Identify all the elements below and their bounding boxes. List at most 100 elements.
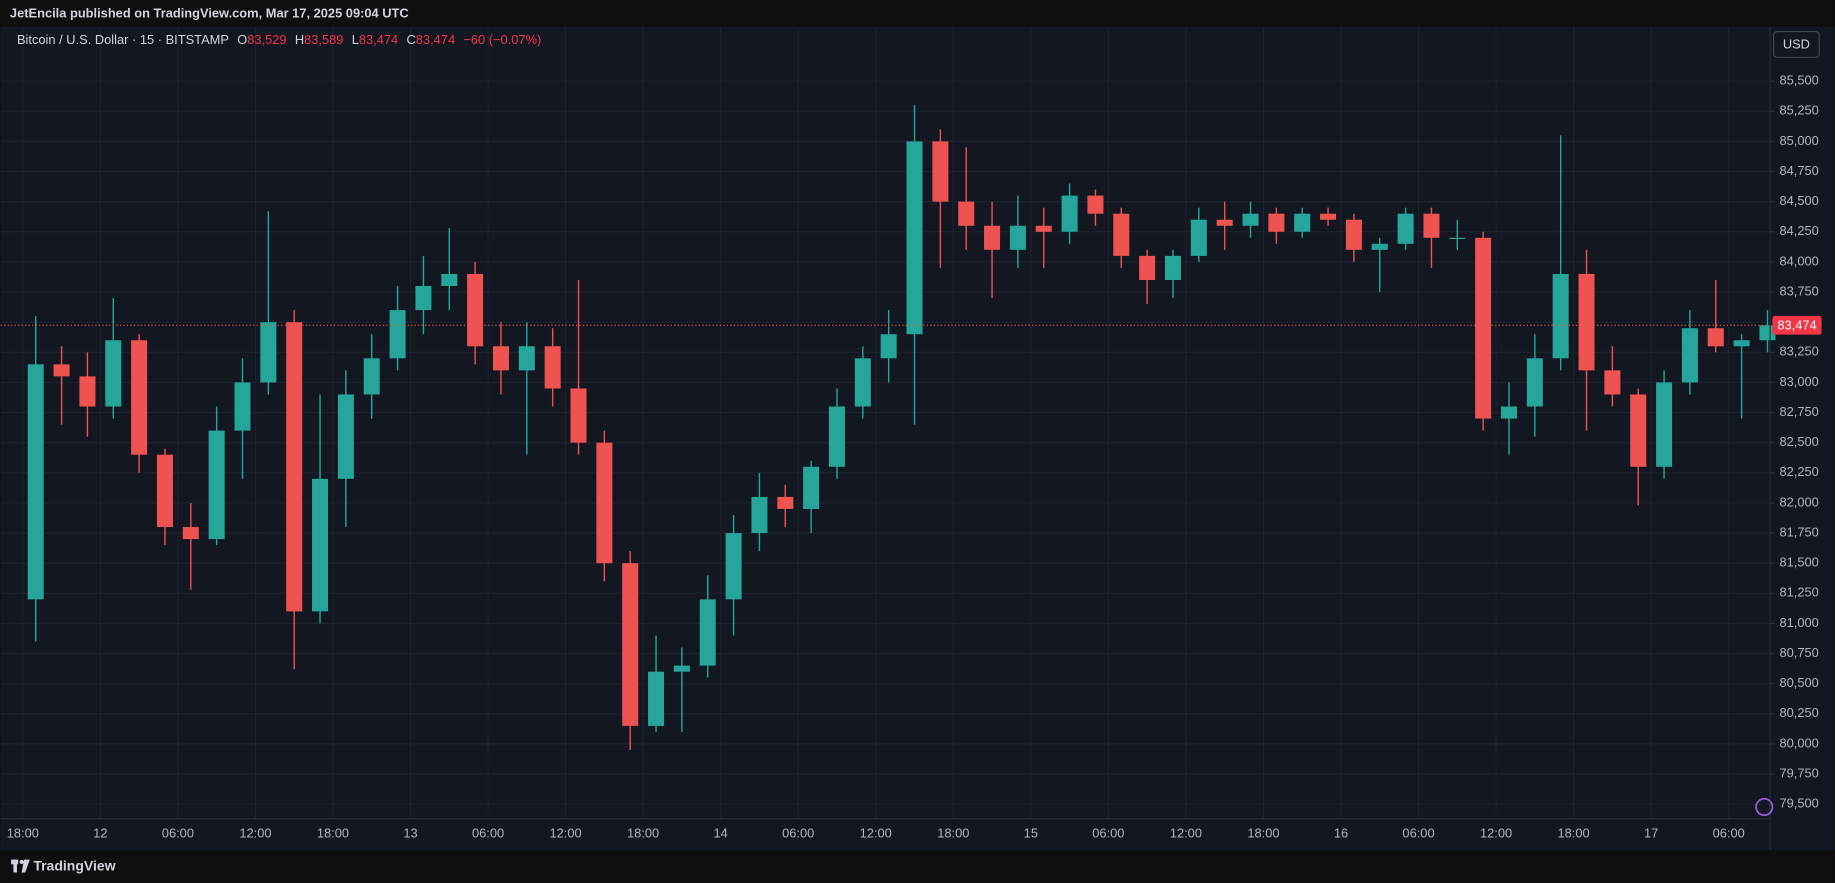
- axes: 79,500 79,750 80,000 80,250 80,500 80,750 81,0…: [7, 73, 1822, 840]
- candle-body: [208, 430, 225, 540]
- logo-part: [19, 859, 24, 865]
- assistant-icon[interactable]: [1755, 797, 1774, 817]
- change: −60 (−0.07%): [463, 32, 541, 47]
- symbol: Bitcoin / U.S. Dollar · 15 · BITSTAMP: [17, 32, 229, 47]
- y-tick-label: 82,500: [1779, 434, 1818, 449]
- candle-body: [570, 388, 587, 443]
- candle-body: [622, 563, 639, 726]
- y-tick-label: 79,750: [1779, 765, 1818, 780]
- candle-body: [363, 358, 380, 395]
- x-tick-label: 18:00: [1558, 825, 1590, 840]
- candle-body: [1578, 273, 1595, 371]
- y-tick-label: 80,250: [1779, 705, 1818, 720]
- candle-body: [467, 273, 484, 347]
- candle-body: [828, 406, 845, 467]
- x-tick-label: 06:00: [472, 825, 504, 840]
- candle-body: [725, 533, 742, 600]
- y-tick-label: 84,000: [1779, 253, 1818, 268]
- open: 83,529: [247, 32, 286, 47]
- candle-body: [699, 599, 716, 666]
- x-tick-label: 12:00: [860, 825, 892, 840]
- candle-body: [880, 334, 897, 359]
- candle-body: [415, 286, 432, 311]
- x-tick-label: 12:00: [239, 825, 271, 840]
- candle-body: [596, 442, 613, 564]
- candle-body: [1113, 213, 1130, 256]
- candle-body: [518, 346, 535, 371]
- candle-body: [1475, 237, 1492, 419]
- x-tick-label: 18:00: [627, 825, 659, 840]
- y-tick-label: 80,500: [1779, 675, 1818, 690]
- currency[interactable]: USD: [1783, 36, 1810, 51]
- y-tick-label: 81,500: [1779, 555, 1818, 570]
- x-tick-label: 12:00: [1480, 825, 1512, 840]
- candle-body: [803, 466, 820, 509]
- candle-body: [1759, 325, 1776, 341]
- candle-body: [1139, 255, 1156, 280]
- y-tick-label: 80,000: [1779, 735, 1818, 750]
- brand[interactable]: TradingView: [33, 857, 115, 873]
- candles: [0, 105, 1776, 750]
- currency-button[interactable]: USD: [1773, 30, 1820, 58]
- candle-body: [312, 478, 329, 612]
- y-tick-label: 82,000: [1779, 494, 1818, 509]
- candle-body: [1268, 213, 1285, 232]
- x-tick-label: 17: [1644, 825, 1658, 840]
- x-tick-label: 12:00: [549, 825, 581, 840]
- candle-body: [1190, 219, 1207, 256]
- y-tick-label: 82,250: [1779, 464, 1818, 479]
- y-tick-label: 84,750: [1779, 163, 1818, 178]
- candle-body: [1035, 225, 1052, 232]
- candle-body: [1656, 382, 1673, 467]
- x-tick-label: 18:00: [7, 825, 39, 840]
- candle-body: [1630, 394, 1647, 467]
- candle-body: [79, 376, 96, 407]
- candle-body: [958, 201, 975, 226]
- last-price-box: [1772, 315, 1822, 335]
- candle-body: [1604, 370, 1621, 395]
- currency-button-frame[interactable]: [1773, 30, 1820, 58]
- candle-body: [984, 225, 1001, 250]
- candle-body: [1733, 340, 1750, 347]
- y-tick-label: 84,250: [1779, 223, 1818, 238]
- top-bar: [0, 0, 1835, 27]
- x-tick-label: 18:00: [317, 825, 349, 840]
- x-tick-label: 06:00: [782, 825, 814, 840]
- candle-body: [1500, 406, 1518, 419]
- y-tick-label: 85,500: [1779, 73, 1818, 88]
- x-tick-label: 16: [1334, 825, 1348, 840]
- brand-logo[interactable]: TradingView: [11, 857, 116, 873]
- y-tick-label: 83,000: [1779, 374, 1818, 389]
- ohlc-legend: Bitcoin / U.S. Dollar · 15 · BITSTAMP O8…: [17, 32, 541, 47]
- x-tick-label: 14: [714, 825, 728, 840]
- candle-body: [906, 141, 923, 335]
- publisher: JetEncila published on TradingView.com, …: [10, 5, 409, 20]
- candle-body: [854, 358, 871, 407]
- candle-body: [389, 310, 406, 359]
- y-tick-label: 81,000: [1779, 615, 1818, 630]
- x-tick-label: 18:00: [1247, 825, 1279, 840]
- high: 83,589: [304, 32, 343, 47]
- logo-part: [21, 859, 30, 873]
- candle-body: [1061, 195, 1078, 232]
- y-tick-label: 81,750: [1779, 524, 1818, 539]
- x-tick-label: 06:00: [1713, 825, 1745, 840]
- candle-body: [932, 141, 949, 202]
- assistant-icon-ring[interactable]: [1755, 797, 1774, 817]
- x-tick-label: 12:00: [1170, 825, 1202, 840]
- candle-body: [1526, 358, 1543, 407]
- candle-body: [1242, 213, 1259, 226]
- candle-body: [1087, 195, 1104, 214]
- y-tick-label: 85,250: [1779, 103, 1818, 118]
- candle-body: [131, 340, 148, 455]
- x-tick-label: 15: [1024, 825, 1038, 840]
- close-key: C: [406, 32, 415, 47]
- candle-body: [1552, 273, 1569, 359]
- candle-body: [441, 273, 458, 287]
- candle-body: [234, 382, 251, 431]
- candle-body: [1320, 213, 1337, 220]
- candle-body: [260, 322, 277, 383]
- x-tick-label: 18:00: [937, 825, 969, 840]
- candle-body: [1216, 219, 1233, 226]
